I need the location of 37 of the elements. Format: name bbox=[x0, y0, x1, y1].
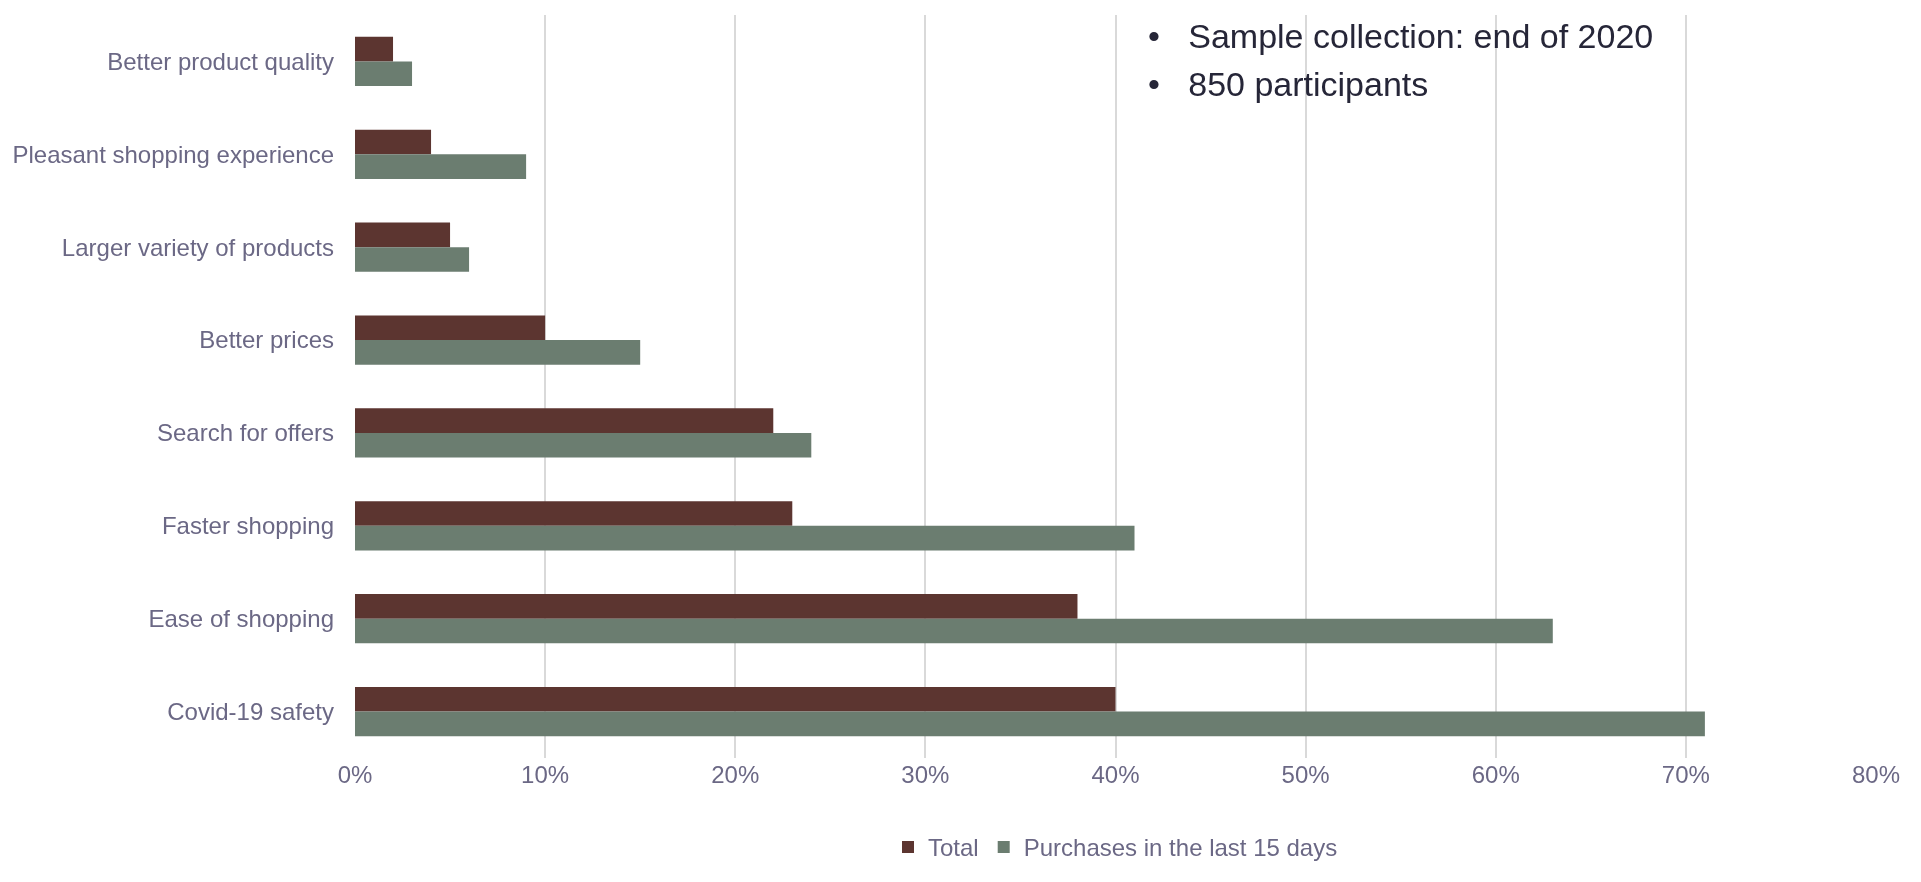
x-tick-label: 70% bbox=[1661, 761, 1710, 788]
x-tick-label: 60% bbox=[1471, 761, 1520, 788]
y-tick-label: Faster shopping bbox=[161, 512, 334, 540]
annotation: • 850 participants bbox=[1148, 65, 1429, 103]
y-tick-label: Search for offers bbox=[157, 419, 334, 447]
bar bbox=[355, 711, 1705, 737]
bar bbox=[355, 36, 394, 62]
bar bbox=[355, 315, 546, 341]
bar bbox=[355, 61, 413, 87]
bar bbox=[355, 408, 774, 433]
bar bbox=[355, 525, 1135, 551]
y-tick-label: Better prices bbox=[199, 326, 334, 354]
x-tick-label: 0% bbox=[337, 761, 373, 788]
x-tick-label: 10% bbox=[521, 761, 570, 788]
x-tick-label: 80% bbox=[1851, 761, 1901, 788]
y-tick-label: Pleasant shopping experience bbox=[12, 140, 334, 168]
bar bbox=[355, 618, 1553, 644]
annotation: • Sample collection: end of 2020 bbox=[1148, 17, 1654, 55]
bar bbox=[355, 686, 1116, 712]
bar bbox=[355, 154, 527, 179]
legend-label: Total bbox=[928, 834, 979, 862]
bar bbox=[355, 594, 1078, 619]
y-tick-label: Larger variety of products bbox=[61, 233, 334, 261]
bar bbox=[355, 222, 451, 248]
bar bbox=[355, 432, 812, 458]
bar bbox=[355, 247, 470, 272]
x-tick-label: 50% bbox=[1281, 761, 1330, 788]
bar bbox=[355, 340, 641, 365]
y-tick-label: Ease of shopping bbox=[148, 605, 334, 633]
legend-label: Purchases in the last 15 days bbox=[1023, 834, 1338, 862]
bar bbox=[355, 129, 432, 155]
x-tick-label: 30% bbox=[901, 761, 950, 788]
bar bbox=[355, 501, 793, 526]
y-tick-label: Covid-19 safety bbox=[167, 697, 334, 725]
x-tick-label: 40% bbox=[1091, 761, 1140, 788]
y-tick-label: Better product quality bbox=[107, 47, 334, 75]
x-tick-label: 20% bbox=[711, 761, 760, 788]
